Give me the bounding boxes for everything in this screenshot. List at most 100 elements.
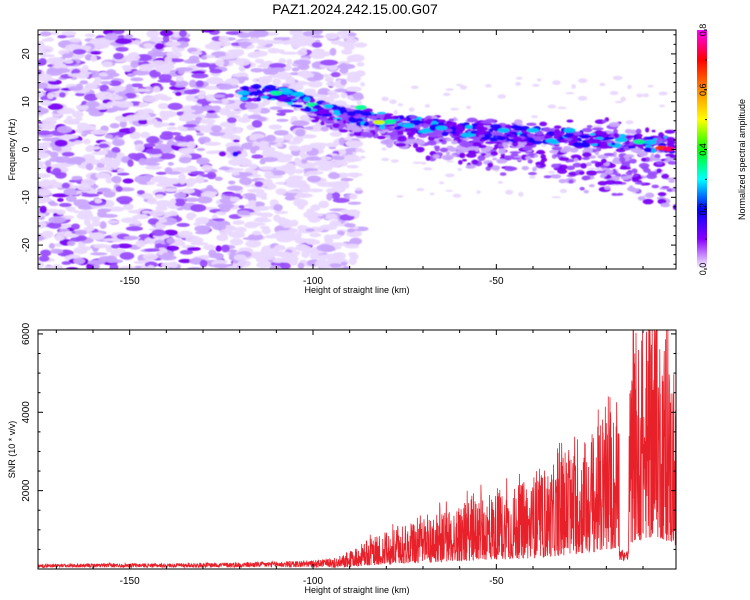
heatmap-cell: [274, 244, 285, 249]
heatmap-cell: [597, 161, 604, 167]
heatmap-cell: [260, 156, 279, 163]
heatmap-cell: [288, 95, 296, 100]
heatmap-cell: [531, 115, 538, 119]
colorbar-tick-label: 0.6: [698, 83, 708, 96]
heatmap-cell: [336, 118, 341, 122]
heatmap-cell: [141, 192, 154, 200]
heatmap-cell: [592, 148, 597, 153]
heatmap-cell: [276, 235, 294, 243]
heatmap-cell: [459, 85, 467, 90]
heatmap-cell: [441, 154, 454, 161]
heatmap-cell: [200, 55, 208, 60]
heatmap-cell: [38, 261, 45, 269]
heatmap-cell: [338, 41, 355, 48]
heatmap-cell: [255, 191, 268, 198]
heatmap-cell: [75, 235, 87, 242]
heatmap-cell: [647, 84, 654, 88]
heatmap-cell: [267, 74, 280, 78]
heatmap-cell: [61, 31, 77, 36]
heatmap-cell: [608, 122, 621, 128]
heatmap-cell: [571, 84, 577, 89]
heatmap-cell: [445, 138, 452, 142]
heatmap-cell: [395, 142, 407, 147]
heatmap-cell: [68, 86, 83, 91]
heatmap-cell: [56, 109, 67, 114]
heatmap-cell: [181, 188, 195, 194]
heatmap-cell: [90, 252, 108, 256]
heatmap-cell: [338, 137, 346, 146]
heatmap-cell: [40, 182, 58, 190]
heatmap-cell: [215, 245, 222, 252]
heatmap-cell: [446, 145, 455, 152]
heatmap-cell: [288, 78, 296, 85]
heatmap-cell: [153, 121, 164, 128]
heatmap-cell: [62, 53, 73, 59]
heatmap-cell: [163, 188, 178, 193]
heatmap-cell: [664, 129, 676, 134]
heatmap-cell: [214, 59, 225, 67]
heatmap-cell: [360, 111, 372, 116]
heatmap-cell: [588, 184, 595, 188]
heatmap-cell: [38, 255, 50, 262]
heatmap-cell: [71, 223, 80, 230]
heatmap-cell: [635, 135, 642, 141]
heatmap-cell: [229, 196, 241, 202]
heatmap-cell: [332, 197, 350, 203]
heatmap-cell: [228, 168, 245, 172]
heatmap-cell: [489, 124, 502, 129]
heatmap-cell: [376, 135, 386, 140]
heatmap-cell: [393, 122, 400, 127]
heatmap-cell: [46, 92, 54, 100]
heatmap-cell: [90, 129, 109, 135]
heatmap-cell: [141, 210, 152, 214]
heatmap-cell: [581, 156, 590, 161]
heatmap-cell: [158, 218, 168, 223]
heatmap-cell: [111, 164, 119, 170]
heatmap-cell: [38, 90, 44, 98]
heatmap-cell: [311, 34, 324, 39]
heatmap-cell: [256, 205, 273, 210]
heatmap-hotspot: [545, 138, 558, 144]
heatmap-cell: [295, 128, 306, 137]
heatmap-cell: [459, 152, 466, 159]
heatmap-cell: [116, 243, 133, 249]
heatmap-cell: [242, 236, 259, 241]
heatmap-cell: [190, 107, 204, 115]
heatmap-cell: [251, 83, 262, 90]
heatmap-cell: [612, 151, 617, 158]
heatmap-cell: [381, 157, 390, 162]
heatmap-cell: [629, 188, 640, 193]
heatmap-cell: [40, 249, 52, 257]
heatmap-cell: [314, 213, 324, 217]
heatmap-cell: [465, 164, 476, 169]
heatmap-cell: [249, 37, 260, 44]
heatmap-cell: [212, 223, 227, 231]
heatmap-cell: [591, 127, 604, 131]
heatmap-cell: [324, 32, 339, 40]
heatmap-cell: [388, 126, 393, 129]
heatmap-cell: [218, 151, 227, 157]
heatmap-cell: [338, 129, 349, 133]
heatmap-cell: [293, 199, 309, 207]
heatmap-cell: [565, 165, 576, 171]
heatmap-cell: [309, 232, 322, 238]
heatmap-cell: [254, 181, 264, 187]
y-tick-label: 4000: [21, 401, 32, 424]
heatmap-cell: [412, 142, 419, 149]
heatmap-cell: [345, 86, 362, 92]
heatmap-cell: [532, 167, 537, 172]
heatmap-cell: [445, 88, 454, 91]
heatmap-cell: [254, 58, 265, 64]
heatmap-cell: [278, 58, 287, 64]
heatmap-cell: [276, 109, 295, 113]
heatmap-cell: [297, 262, 305, 269]
heatmap-cell: [155, 199, 172, 207]
heatmap-cell: [515, 76, 523, 80]
heatmap-cell: [629, 158, 637, 164]
heatmap-cell: [306, 77, 319, 82]
heatmap-cell: [108, 80, 122, 87]
heatmap-cell: [618, 133, 627, 138]
heatmap-cell: [248, 212, 261, 216]
heatmap-cell: [290, 104, 300, 108]
x-axis-label: Height of straight line (km): [304, 585, 409, 595]
